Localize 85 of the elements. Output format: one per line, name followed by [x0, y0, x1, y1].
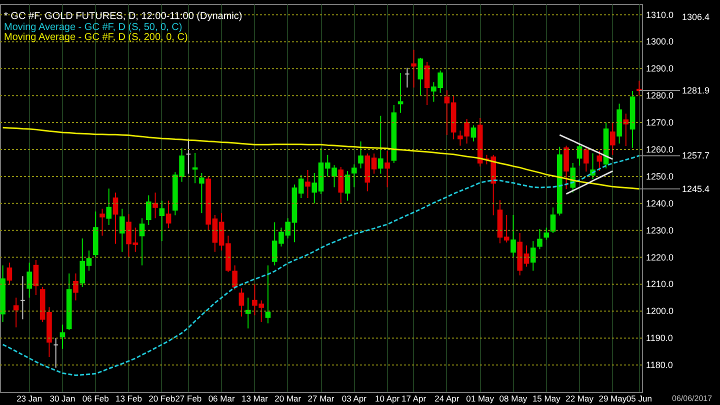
y-tick-label: 1180.0: [646, 360, 673, 370]
x-tick-label: 06 Feb: [82, 394, 110, 404]
line-series: [2, 126, 640, 190]
x-tick-label: 06 Mar: [208, 394, 235, 404]
y-tick-label: 1250.0: [646, 171, 674, 182]
candlestick: [378, 115, 384, 174]
candlestick: [159, 200, 165, 242]
y-tick-label: 1220.0: [646, 252, 674, 262]
candlestick: [564, 145, 569, 190]
candlestick: [338, 166, 344, 204]
x-tick-label: 24 Apr: [434, 394, 460, 404]
x-tick-label: 01 May: [466, 394, 495, 404]
candlestick: [344, 170, 350, 202]
candlestick: [26, 262, 32, 298]
x-tick-label: 10 Apr: [375, 394, 400, 404]
candlestick: [33, 259, 39, 296]
candlestick: [418, 57, 424, 96]
y-tick-label: 1230.0: [646, 225, 674, 236]
candlestick: [106, 188, 112, 226]
y-tick-label: 1270.0: [646, 118, 674, 128]
x-tick-label: 15 May: [532, 394, 562, 404]
candlestick: [199, 172, 204, 214]
line-series: [566, 170, 614, 195]
candlestick: [411, 49, 416, 88]
candlestick: [510, 214, 516, 258]
text: 1306.4: [682, 12, 710, 22]
y-tick-label: 1260.0: [646, 144, 674, 154]
text: Moving Average - GC #F, D (S, 200, 0, C): [4, 32, 188, 43]
candlestick: [60, 324, 66, 350]
candlestick: [470, 124, 476, 142]
y-tick-label: 1280.0: [646, 90, 674, 101]
text: Moving Average - GC #F, D (S, 50, 0, C): [4, 22, 182, 33]
y-tick-label: 1190.0: [646, 333, 673, 344]
text: 06/06/2017: [672, 394, 713, 403]
candlestick: [550, 206, 556, 234]
x-tick-label: 08 May: [499, 394, 528, 404]
candlestick: [424, 61, 430, 106]
candlestick: [351, 164, 357, 188]
x-tick-label: 23 Jan: [16, 394, 42, 404]
candlestick: [112, 192, 118, 244]
candlestick: [6, 262, 12, 285]
candlestick: [530, 240, 536, 272]
y-tick-label: 1300.0: [646, 36, 674, 47]
annotation: 1257.7: [682, 150, 710, 161]
x-tick-label: 20 Feb: [148, 394, 176, 404]
candlestick: [265, 264, 271, 324]
candlestick: [73, 272, 78, 301]
x-tick-label: 03 Apr: [342, 394, 367, 404]
x-tick-label: 13 Mar: [241, 394, 268, 404]
candlestick: [305, 169, 310, 198]
candlestick: [119, 208, 125, 252]
x-tick-label: 30 Jan: [50, 394, 76, 404]
candlestick: [384, 150, 390, 188]
annotation: 1281.9: [682, 85, 710, 96]
x-tick-label: 17 Apr: [402, 394, 426, 404]
y-tick-label: 1310.0: [646, 10, 674, 20]
y-tick-label: 1290.0: [646, 64, 674, 74]
x-tick-label: 27 Mar: [308, 394, 334, 404]
annotation: 1245.4: [682, 184, 710, 194]
candlestick: [238, 288, 244, 318]
text: * GC #F, GOLD FUTURES, D, 12:00-11:00 (Dynamic): [4, 11, 242, 22]
y-tick-label: 1200.0: [646, 306, 674, 316]
candlestick: [537, 228, 542, 250]
candlestick: [152, 192, 158, 219]
candlestick: [146, 194, 152, 226]
candlestick: [100, 208, 105, 236]
y-tick-label: 1210.0: [646, 279, 674, 290]
candlestick: [544, 227, 550, 240]
candlestick: [13, 297, 19, 328]
candlestick: [596, 150, 602, 172]
x-tick-label: 05 Jun: [626, 394, 652, 404]
x-tick-label: 29 May: [598, 394, 628, 404]
candlestick: [610, 122, 616, 156]
candlestick: [232, 264, 238, 290]
line-series: [2, 154, 640, 376]
candlestick: [166, 200, 172, 229]
candlestick: [139, 218, 145, 266]
candlestick: [584, 146, 589, 172]
candlestick: [358, 140, 364, 169]
x-tick-label: 13 Feb: [116, 394, 142, 404]
y-tick-label: 1240.0: [646, 198, 674, 208]
x-tick-label: 22 May: [566, 394, 594, 404]
x-tick-label: 27 Feb: [175, 394, 202, 404]
line-series: [558, 134, 614, 160]
x-tick-label: 20 Mar: [274, 394, 302, 404]
